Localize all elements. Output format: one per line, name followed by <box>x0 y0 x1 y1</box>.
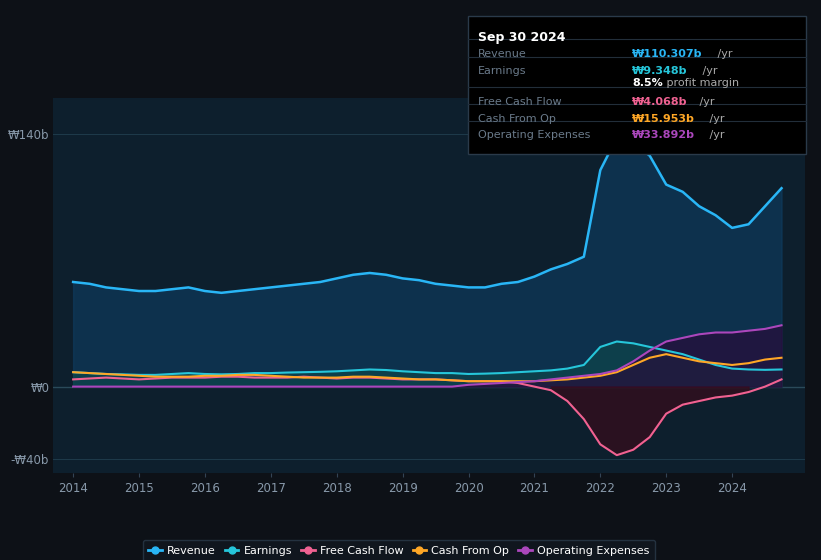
Text: Cash From Op: Cash From Op <box>478 114 556 124</box>
Text: /yr: /yr <box>706 114 725 124</box>
Text: ₩15.953b: ₩15.953b <box>632 114 695 124</box>
Text: ₩4.068b: ₩4.068b <box>632 97 688 107</box>
Text: /yr: /yr <box>696 97 715 107</box>
Text: Sep 30 2024: Sep 30 2024 <box>478 31 566 44</box>
Text: /yr: /yr <box>714 49 733 59</box>
Text: Operating Expenses: Operating Expenses <box>478 130 590 141</box>
Text: 8.5%: 8.5% <box>632 78 663 88</box>
Text: ₩9.348b: ₩9.348b <box>632 66 688 76</box>
Text: /yr: /yr <box>699 66 718 76</box>
Text: Revenue: Revenue <box>478 49 526 59</box>
Text: profit margin: profit margin <box>663 78 740 88</box>
Text: Earnings: Earnings <box>478 66 526 76</box>
Text: /yr: /yr <box>706 130 725 141</box>
Legend: Revenue, Earnings, Free Cash Flow, Cash From Op, Operating Expenses: Revenue, Earnings, Free Cash Flow, Cash … <box>143 540 655 560</box>
Text: ₩33.892b: ₩33.892b <box>632 130 695 141</box>
Text: ₩110.307b: ₩110.307b <box>632 49 703 59</box>
Text: Free Cash Flow: Free Cash Flow <box>478 97 562 107</box>
